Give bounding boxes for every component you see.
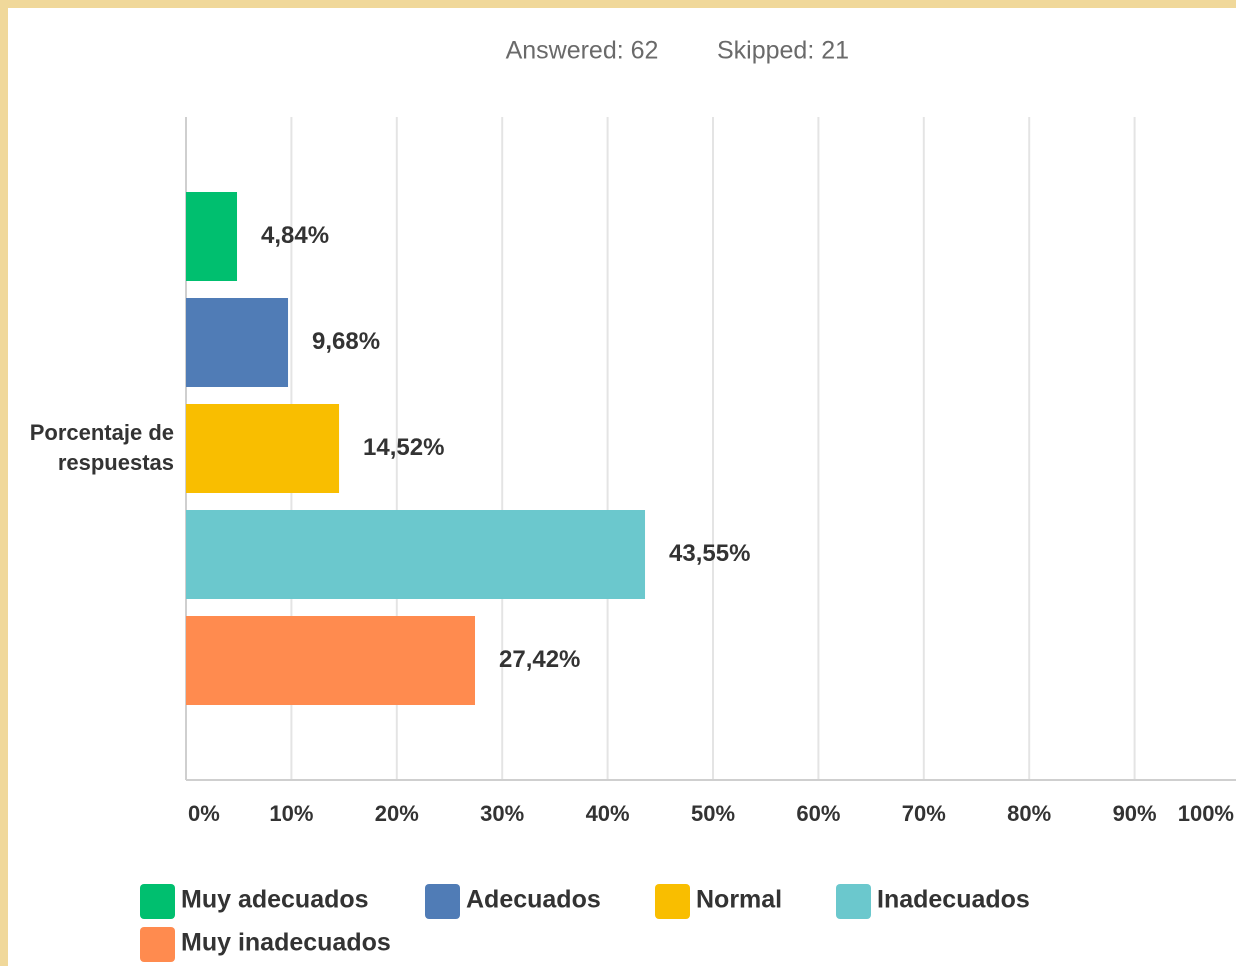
value-label: 43,55%: [669, 540, 750, 567]
legend-label: Normal: [696, 886, 782, 914]
bar: [186, 616, 476, 705]
value-label: 14,52%: [363, 434, 444, 461]
legend-label: Inadecuados: [877, 886, 1030, 914]
x-tick-label: 90%: [1113, 801, 1157, 826]
x-tick-label: 0%: [188, 801, 220, 826]
value-label: 4,84%: [261, 222, 329, 249]
x-tick-label: 80%: [1007, 801, 1051, 826]
legend-label: Muy adecuados: [181, 886, 369, 914]
answered: Answered: 62: [506, 37, 659, 65]
x-tick-label: 100%: [1178, 801, 1234, 826]
x-tick-label: 30%: [480, 801, 524, 826]
bar: [186, 298, 289, 387]
legend-swatch: [425, 884, 460, 919]
legend-label: Adecuados: [466, 886, 601, 914]
bar: [186, 510, 646, 599]
bar: [186, 192, 238, 281]
category-label: Porcentaje de respuestas: [29, 420, 174, 475]
legend-label: Muy inadecuados: [181, 929, 391, 957]
value-label: 27,42%: [499, 646, 580, 673]
legend-swatch: [655, 884, 690, 919]
x-tick-label: 50%: [691, 801, 735, 826]
x-tick-label: 40%: [586, 801, 630, 826]
legend-swatch: [140, 884, 175, 919]
bar: [186, 404, 340, 493]
x-tick-label: 60%: [796, 801, 840, 826]
value-label: 9,68%: [312, 328, 380, 355]
x-tick-label: 20%: [375, 801, 419, 826]
legend-swatch: [140, 927, 175, 962]
legend-swatch: [836, 884, 871, 919]
skipped: Skipped: 21: [717, 37, 849, 65]
x-tick-label: 10%: [269, 801, 313, 826]
x-tick-label: 70%: [902, 801, 946, 826]
